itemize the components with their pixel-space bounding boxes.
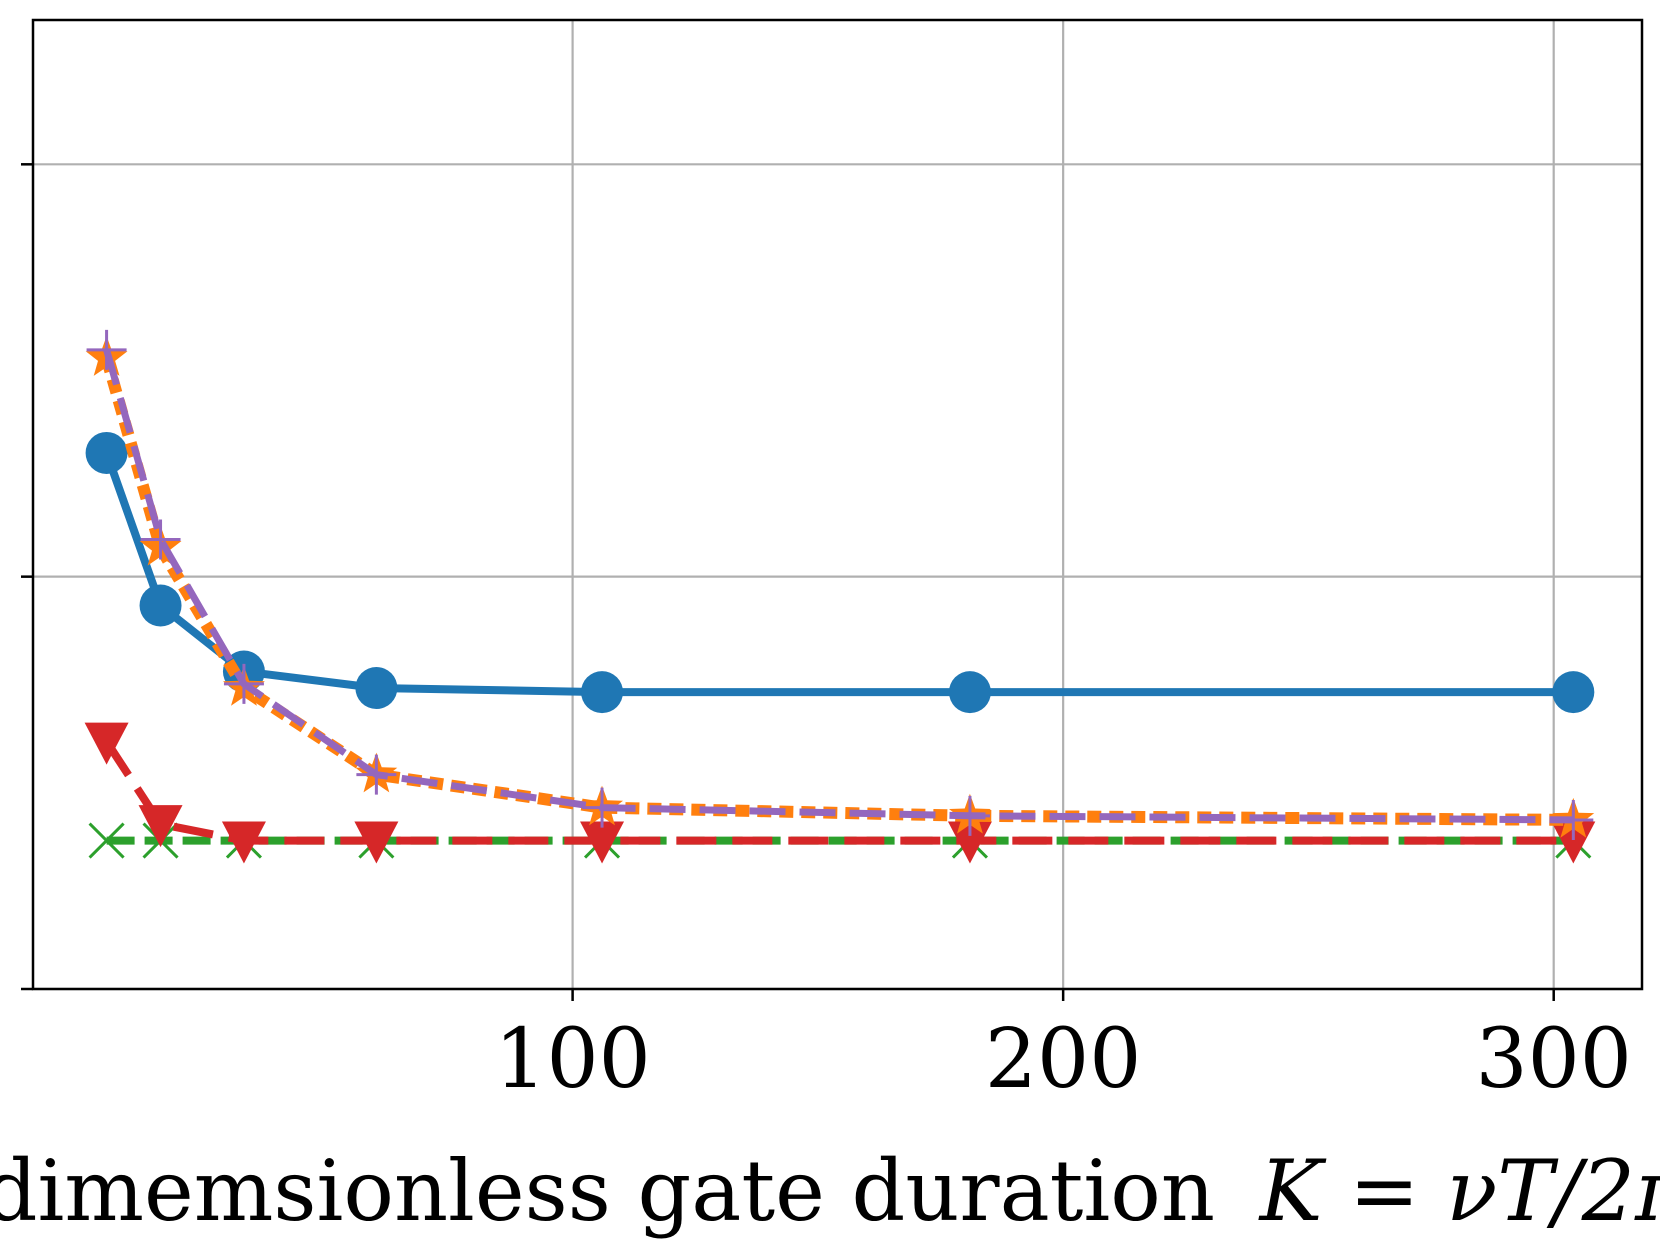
- data-point: [355, 666, 398, 709]
- x-tick-label: 100: [494, 1012, 651, 1107]
- x-axis-label-math: K = νT/2π: [1258, 1142, 1660, 1240]
- series-blue: [85, 431, 1595, 714]
- data-point: [580, 821, 625, 864]
- data-point: [85, 431, 128, 474]
- x-axis-label-text: dimemsionless gate duration: [0, 1142, 1215, 1240]
- data-point: [1552, 671, 1595, 714]
- data-point: [84, 722, 129, 765]
- data-point: [582, 787, 623, 828]
- data-point: [86, 329, 127, 370]
- data-point: [221, 821, 266, 864]
- data-point: [354, 821, 399, 864]
- series-red-line: [103, 739, 1574, 845]
- x-tick-label: 300: [1475, 1012, 1632, 1107]
- series-purple: [86, 329, 1594, 840]
- data-point: [88, 822, 125, 859]
- series-layer: [84, 329, 1596, 864]
- plot-frame: [31, 18, 1644, 991]
- data-point: [356, 754, 397, 795]
- data-point: [223, 663, 264, 704]
- series-orange: [85, 336, 1595, 838]
- data-point: [1553, 799, 1594, 840]
- x-axis-label: dimemsionless gate duration K = νT/2π: [0, 1142, 1660, 1240]
- data-point: [581, 671, 624, 714]
- data-point: [948, 671, 991, 714]
- data-point: [140, 519, 181, 560]
- x-tick-label: 200: [985, 1012, 1142, 1107]
- series-orange-line: [100, 356, 1574, 826]
- data-point: [949, 795, 990, 836]
- ticks: 100 200 300: [21, 163, 1632, 1107]
- data-point: [138, 805, 183, 848]
- data-point: [139, 584, 182, 627]
- series-purple-line: [103, 348, 1574, 824]
- series-blue-line: [102, 451, 1574, 697]
